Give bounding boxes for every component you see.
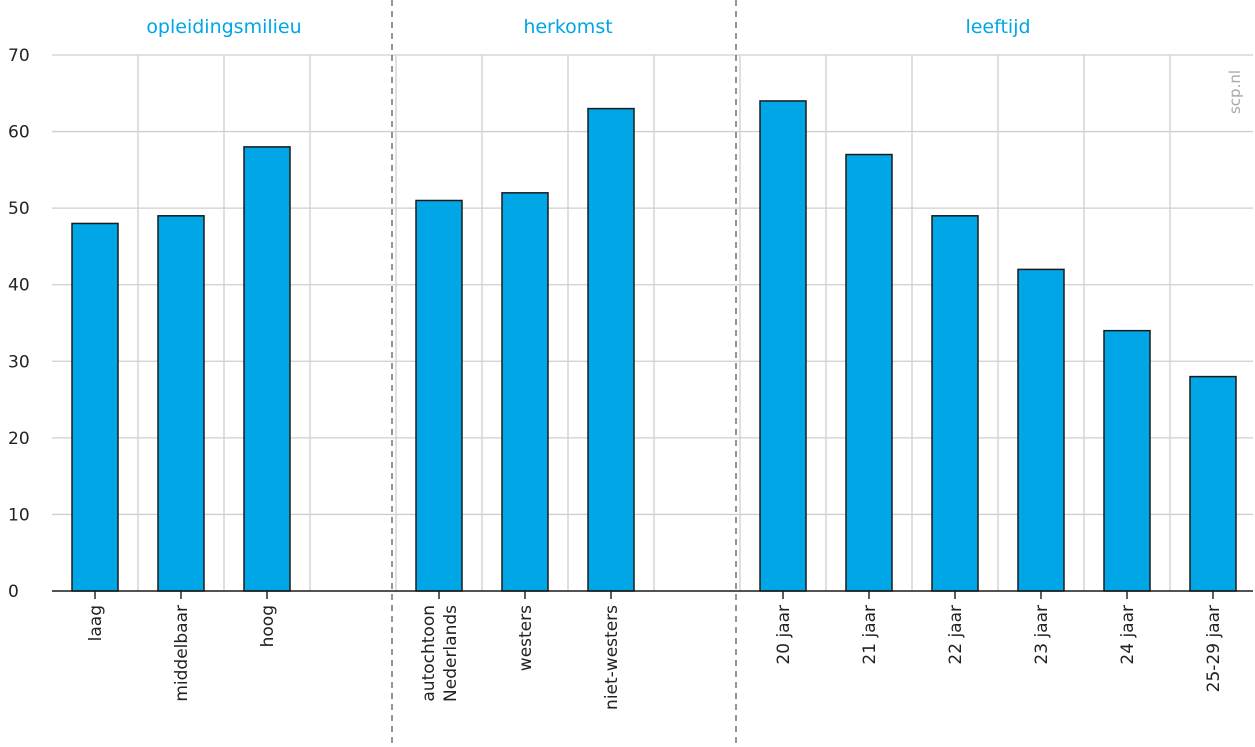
y-tick-label: 40 bbox=[8, 276, 30, 296]
bar bbox=[415, 199, 463, 592]
y-tick-label: 0 bbox=[8, 582, 19, 602]
bar bbox=[759, 100, 807, 592]
x-category-label: 21 jaar bbox=[860, 605, 880, 665]
x-category-label: westers bbox=[516, 605, 536, 671]
axes: 0 10 20 30 40 50 60 70 bbox=[8, 46, 1253, 602]
y-tick-label: 60 bbox=[8, 123, 30, 143]
labels: laag middelbaar hoog opleidingsmilieu autoch… bbox=[86, 16, 1224, 710]
group-label: leeftijd bbox=[965, 16, 1030, 38]
y-tick-label: 30 bbox=[8, 352, 30, 372]
y-tick-label: 20 bbox=[8, 429, 30, 449]
bars bbox=[71, 100, 1237, 592]
x-category-label: autochtoon bbox=[419, 605, 439, 702]
group-label: herkomst bbox=[523, 16, 612, 38]
x-category-label: 25-29 jaar bbox=[1204, 605, 1224, 692]
x-category-label: 24 jaar bbox=[1118, 605, 1138, 665]
x-category-label: 23 jaar bbox=[1032, 605, 1052, 665]
x-category-label: middelbaar bbox=[172, 605, 192, 702]
x-category-label: niet-westers bbox=[602, 605, 622, 710]
y-tick-label: 10 bbox=[8, 505, 30, 525]
bar bbox=[1103, 329, 1151, 592]
bar bbox=[931, 215, 979, 592]
bar bbox=[1017, 268, 1065, 592]
bar bbox=[1189, 375, 1237, 592]
x-category-label: hoog bbox=[258, 605, 278, 647]
group-label: opleidingsmilieu bbox=[146, 16, 301, 38]
group-separators bbox=[391, 0, 737, 747]
bar bbox=[587, 107, 635, 592]
grid-lines bbox=[52, 54, 1253, 591]
bar bbox=[845, 153, 893, 592]
x-category-label: 22 jaar bbox=[946, 605, 966, 665]
bar bbox=[501, 192, 549, 592]
x-category-label: 20 jaar bbox=[774, 605, 794, 665]
bar bbox=[157, 215, 205, 592]
bar bbox=[243, 146, 291, 592]
watermark-text: scp.nl bbox=[1226, 70, 1244, 114]
x-category-label: laag bbox=[86, 605, 106, 641]
x-category-label: Nederlands bbox=[441, 605, 461, 702]
y-tick-label: 50 bbox=[8, 199, 30, 219]
y-tick-label: 70 bbox=[8, 46, 30, 66]
bar bbox=[71, 222, 119, 592]
